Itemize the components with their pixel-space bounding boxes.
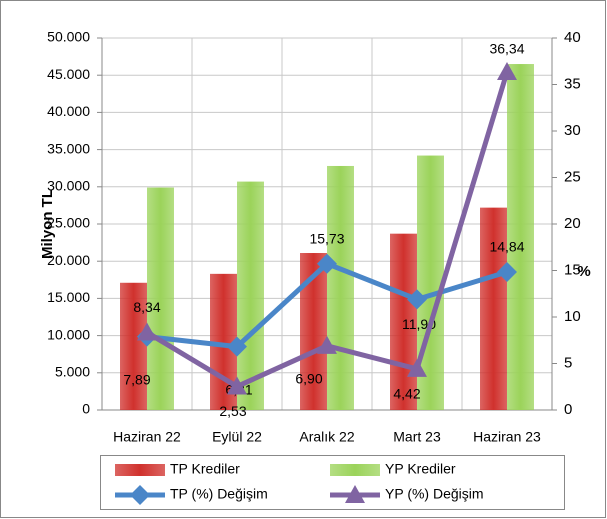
bar (480, 207, 507, 410)
data-label: 2,53 (219, 403, 246, 419)
y2-tick-label: 30 (564, 122, 581, 139)
y-tick-label: 35.000 (47, 140, 90, 156)
y2-tick-label: 15 (564, 261, 581, 278)
y-tick-label: 15.000 (47, 289, 90, 305)
marker (497, 261, 517, 282)
y2-tick-label: 20 (564, 215, 581, 232)
bar (507, 64, 534, 410)
y2-tick-label: 25 (564, 168, 581, 185)
marker (317, 253, 337, 274)
data-label: 7,89 (123, 371, 150, 387)
y2-tick-label: 10 (564, 308, 581, 325)
data-label: 36,34 (489, 41, 524, 57)
x-tick-label: Haziran 23 (473, 429, 541, 445)
bar (327, 165, 354, 410)
legend-label: YP Krediler (385, 461, 456, 477)
y2-axis-label: % (577, 263, 590, 280)
y-tick-label: 45.000 (47, 66, 90, 82)
y-tick-label: 25.000 (47, 215, 90, 231)
data-label: 14,84 (489, 239, 524, 255)
x-tick-label: Haziran 22 (113, 429, 181, 445)
marker (407, 358, 427, 377)
x-tick-label: Mart 23 (393, 429, 441, 445)
y-tick-label: 10.000 (47, 326, 90, 342)
y2-tick-label: 0 (564, 401, 572, 418)
data-label: 4,42 (393, 386, 420, 402)
data-label: 6,90 (295, 371, 322, 387)
y-tick-label: 30.000 (47, 178, 90, 194)
legend-label: YP (%) Değişim (385, 486, 484, 502)
marker (497, 62, 517, 81)
bar (120, 282, 147, 410)
y-axis-label: Milyon TL (39, 189, 56, 259)
marker (130, 485, 150, 505)
marker (407, 289, 427, 310)
x-tick-label: Eylül 22 (212, 429, 262, 445)
bar (390, 233, 417, 410)
legend-swatch (330, 464, 380, 476)
y-tick-label: 50.000 (47, 29, 90, 45)
y2-tick-label: 35 (564, 75, 581, 92)
legend-swatch (115, 464, 165, 476)
y-tick-label: 5.000 (55, 364, 90, 380)
y2-tick-label: 5 (564, 354, 572, 371)
bar (147, 187, 174, 410)
marker (137, 322, 157, 341)
y-tick-label: 20.000 (47, 252, 90, 268)
marker (227, 336, 247, 357)
data-label: 8,34 (133, 299, 160, 315)
legend-label: TP Krediler (170, 461, 240, 477)
x-tick-label: Aralık 22 (299, 429, 354, 445)
y-tick-label: 40.000 (47, 103, 90, 119)
legend-box (100, 455, 565, 510)
marker (317, 335, 337, 354)
marker (227, 376, 247, 395)
y-tick-label: 0 (82, 401, 90, 417)
data-label: 15,73 (309, 230, 344, 246)
marker (345, 485, 365, 503)
y2-tick-label: 40 (564, 29, 581, 46)
legend-label: TP (%) Değişim (170, 486, 268, 502)
bar (237, 181, 264, 410)
